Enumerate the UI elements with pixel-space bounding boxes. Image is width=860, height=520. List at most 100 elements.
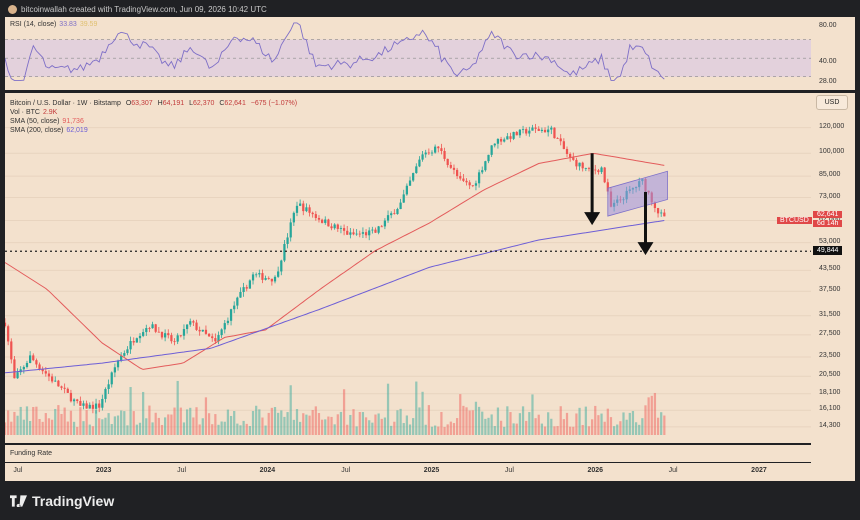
candle	[330, 226, 333, 229]
volume-bars	[3, 380, 666, 435]
candle	[660, 212, 663, 214]
volume-bar	[336, 414, 339, 435]
volume-bar	[383, 417, 387, 435]
volume-bar	[160, 424, 164, 435]
volume-bar	[217, 424, 220, 435]
candles	[3, 123, 666, 414]
volume-bar	[104, 417, 107, 435]
volume-bar	[631, 410, 635, 435]
candle	[455, 169, 459, 177]
candle	[327, 219, 330, 227]
volume-bar	[324, 419, 327, 435]
volume-bar	[644, 405, 647, 435]
volume-bar	[28, 420, 32, 435]
volume-bar	[302, 413, 305, 435]
rsi-legend: RSI (14, close) 33.83 39.59	[10, 20, 97, 29]
candle	[459, 176, 462, 179]
candle	[280, 260, 283, 272]
volume-bar	[559, 406, 562, 435]
volume-bar	[299, 421, 302, 435]
rsi-pane[interactable]: RSI (14, close) 33.83 39.59	[4, 17, 811, 90]
price-tick-label: 53,000	[819, 237, 841, 245]
candle	[138, 335, 142, 339]
time-axis[interactable]: Jul 2023 Jul 2024 Jul 2025 Jul 2026 Jul 2027	[5, 463, 855, 481]
candle	[164, 333, 167, 338]
volume-bar	[207, 413, 211, 435]
volume-bar	[280, 410, 283, 435]
candle	[295, 205, 299, 213]
candle	[10, 341, 13, 360]
volume-bar	[182, 422, 186, 435]
time-axis-label: Jul	[341, 467, 351, 474]
candle	[113, 367, 117, 373]
price-tick-label: 62,000	[819, 215, 841, 223]
close-value: 62,641	[224, 100, 246, 107]
candle	[358, 233, 361, 235]
price-pane[interactable]: Bitcoin / U.S. Dollar · 1W · Bitstamp O6…	[3, 93, 811, 443]
time-axis-label: Jul	[504, 467, 514, 474]
volume-bar	[258, 409, 261, 435]
open-value: 63,307	[131, 100, 153, 107]
volume-bar	[408, 424, 412, 435]
volume-bar	[562, 419, 565, 435]
candle	[267, 278, 270, 279]
candle	[427, 152, 430, 154]
candle	[333, 224, 336, 229]
candle	[242, 287, 245, 293]
volume-bar	[455, 418, 459, 435]
time-axis-label: Jul	[177, 467, 187, 474]
volume-bar	[138, 422, 142, 435]
candle	[324, 219, 327, 223]
volume-bar	[233, 411, 236, 435]
candle	[69, 392, 73, 402]
sma50-value: 91,736	[62, 118, 84, 125]
candle	[487, 154, 490, 162]
candle	[424, 152, 427, 155]
candle	[399, 202, 402, 210]
volume-bar	[189, 407, 192, 435]
time-axis-label: 2026	[587, 467, 604, 474]
rsi-scale[interactable]: 80.00 40.00 28.00	[811, 17, 855, 90]
volume-bar	[380, 418, 383, 435]
volume-bar	[123, 411, 126, 435]
ohlc-row: Bitcoin / U.S. Dollar · 1W · Bitstamp O6…	[10, 100, 298, 107]
candle	[104, 388, 107, 399]
volume-bar	[471, 410, 474, 435]
volume-bar	[164, 417, 167, 435]
volume-bar	[418, 407, 421, 435]
candle	[116, 360, 120, 368]
candle	[270, 278, 273, 282]
volume-bar	[113, 416, 117, 435]
candle	[79, 401, 82, 406]
candle	[468, 182, 471, 186]
volume-bar	[57, 405, 60, 435]
rsi-ma-value: 39.59	[79, 21, 98, 28]
volume-bar	[465, 407, 468, 435]
volume-bar	[368, 420, 371, 435]
candle	[154, 324, 157, 332]
volume-bar	[487, 417, 490, 435]
candle	[204, 329, 208, 334]
volume-bar	[330, 416, 333, 435]
candle	[19, 369, 22, 373]
change-value: −675 (−1.07%)	[250, 100, 298, 107]
volume-bar	[72, 421, 76, 435]
candle	[217, 335, 220, 342]
countdown-label: 6d 14h	[813, 220, 843, 228]
funding-pane[interactable]: Funding Rate	[5, 445, 811, 462]
volume-bar	[126, 425, 129, 435]
candle	[229, 309, 233, 321]
volume-row: Vol · BTC 2.9K	[10, 109, 58, 116]
volume-bar	[305, 414, 308, 435]
candle	[383, 220, 387, 227]
currency-button[interactable]: USD	[816, 95, 848, 110]
volume-bar	[534, 418, 537, 435]
price-scale[interactable]: USD 120,000 100,000 85,000 73,000 62,000 53,0…	[777, 93, 855, 463]
tradingview-logo[interactable]: TradingView	[10, 493, 114, 509]
volume-bar	[660, 412, 663, 435]
candle	[261, 273, 264, 280]
volume-bar	[569, 426, 572, 435]
candle	[503, 139, 506, 142]
volume-bar	[634, 422, 638, 435]
volume-bar	[572, 426, 575, 435]
